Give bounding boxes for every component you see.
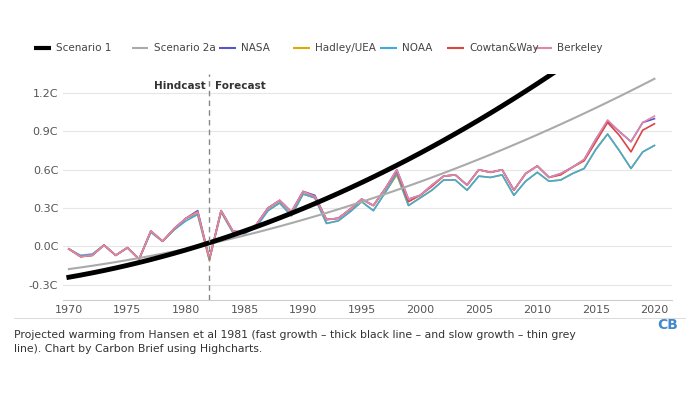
Text: Forecast: Forecast	[216, 81, 266, 91]
Text: Hindcast: Hindcast	[154, 81, 206, 91]
Text: NASA: NASA	[241, 43, 270, 53]
Text: Berkeley: Berkeley	[557, 43, 603, 53]
Text: Scenario 1: Scenario 1	[56, 43, 112, 53]
Text: Projected warming from Hansen et al 1981 (fast growth – thick black line – and s: Projected warming from Hansen et al 1981…	[14, 330, 575, 354]
Text: NOAA: NOAA	[402, 43, 433, 53]
Text: Hadley/UEA: Hadley/UEA	[315, 43, 376, 53]
Text: Cowtan&Way: Cowtan&Way	[470, 43, 539, 53]
Text: Scenario 2a: Scenario 2a	[154, 43, 216, 53]
Text: CB: CB	[657, 318, 678, 332]
